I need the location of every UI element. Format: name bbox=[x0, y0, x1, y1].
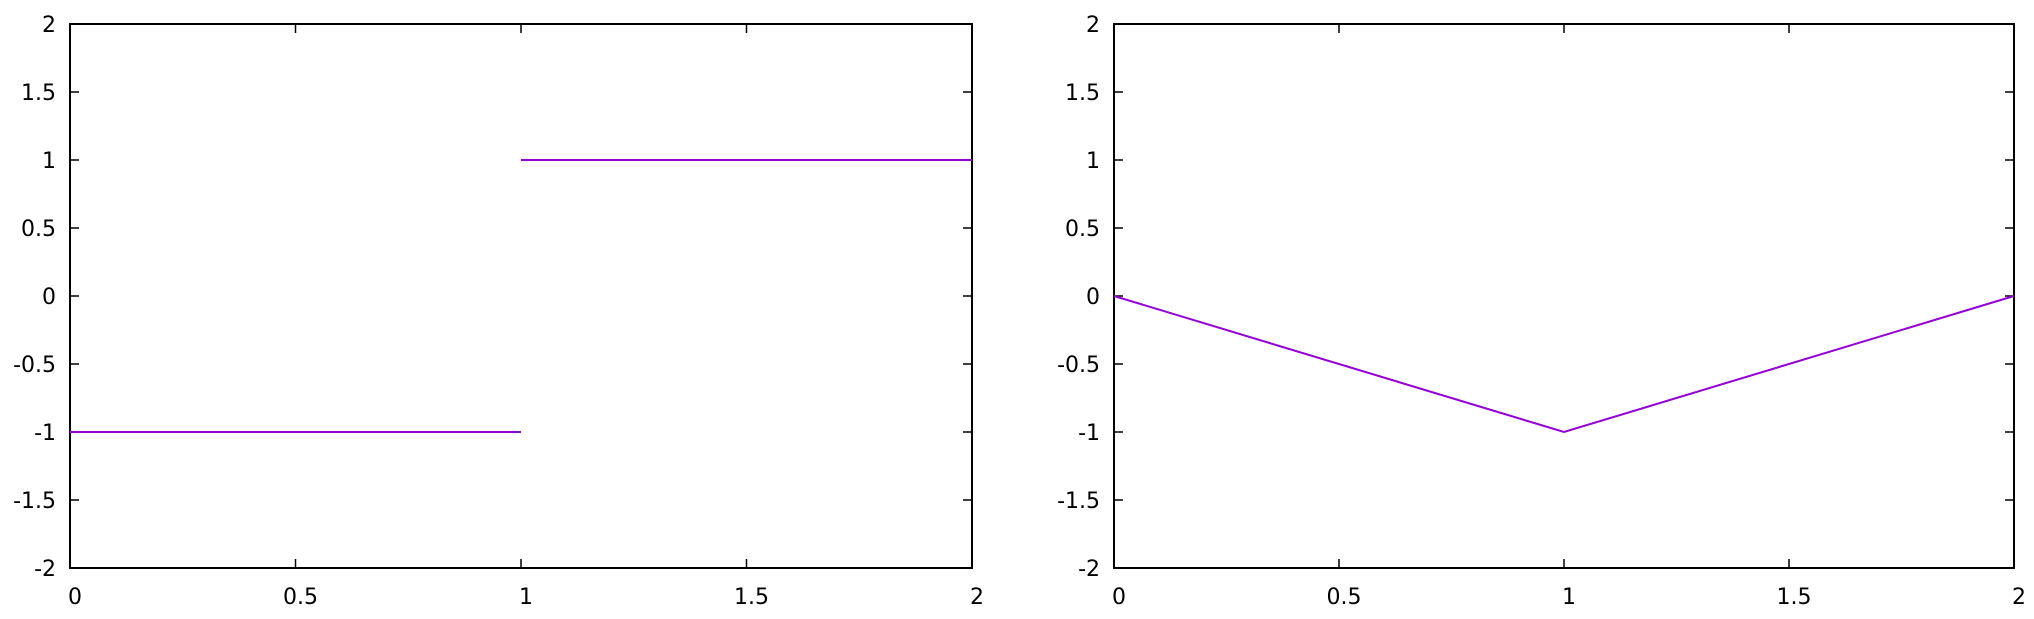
right-x-tick-label: 2 bbox=[2012, 585, 2026, 610]
left-y-tick-label: -2 bbox=[34, 557, 56, 582]
left-plot-frame bbox=[69, 23, 973, 569]
right-y-tick-label: 1.5 bbox=[1065, 81, 1100, 106]
left-x-tick-label: 1.5 bbox=[734, 585, 769, 610]
left-y-tick-label: 0.5 bbox=[21, 217, 56, 242]
right-series-line-segment bbox=[1113, 295, 2015, 434]
left-y-tick-label: -1 bbox=[34, 421, 56, 446]
right-y-tick-label: 0.5 bbox=[1065, 217, 1100, 242]
right-plot-panel: 2 1.5 1 0.5 0 -0.5 -1 -1.5 -2 0 0.5 1 1.5 2 bbox=[1057, 13, 2026, 610]
left-y-tick-label: -1.5 bbox=[13, 489, 56, 514]
right-y-tick-label: 0 bbox=[1086, 285, 1100, 310]
right-x-tick-label: 0 bbox=[1112, 585, 1126, 610]
left-x-tick-label: 2 bbox=[970, 585, 984, 610]
right-x-tick-label: 1.5 bbox=[1777, 585, 1812, 610]
right-y-tick-label: -0.5 bbox=[1057, 353, 1100, 378]
left-x-tick-label: 0.5 bbox=[283, 585, 318, 610]
right-x-tick-label: 0.5 bbox=[1327, 585, 1362, 610]
left-y-tick-label: 2 bbox=[42, 13, 56, 38]
left-plot-panel: 2 1.5 1 0.5 0 -0.5 -1 -1.5 -2 0 0.5 1 1.5 2 bbox=[13, 13, 984, 610]
right-y-tick-label: 1 bbox=[1086, 149, 1100, 174]
right-x-tick-label: 1 bbox=[1562, 585, 1576, 610]
right-y-tick-label: -1 bbox=[1078, 421, 1100, 446]
left-y-tick-label: -0.5 bbox=[13, 353, 56, 378]
left-y-tick-label: 1.5 bbox=[21, 81, 56, 106]
left-y-tick-label: 1 bbox=[42, 149, 56, 174]
left-x-tick-label: 0 bbox=[68, 585, 82, 610]
right-y-tick-label: -1.5 bbox=[1057, 489, 1100, 514]
left-y-tick-label: 0 bbox=[42, 285, 56, 310]
right-y-tick-label: 2 bbox=[1086, 13, 1100, 38]
right-plot-frame bbox=[1113, 23, 2015, 569]
left-x-tick-label: 1 bbox=[519, 585, 533, 610]
right-y-tick-label: -2 bbox=[1078, 557, 1100, 582]
